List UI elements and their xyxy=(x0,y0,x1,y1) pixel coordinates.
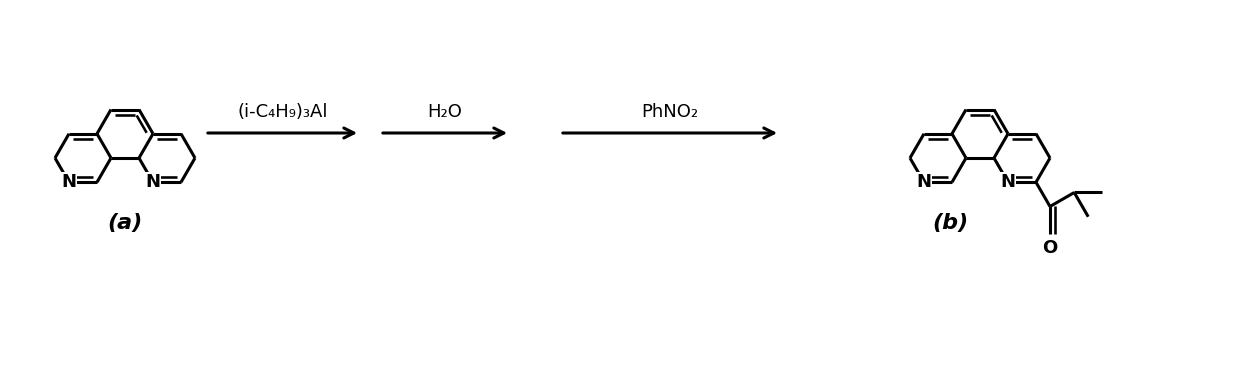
Text: (i-C₄H₉)₃Al: (i-C₄H₉)₃Al xyxy=(237,103,328,121)
Text: PhNO₂: PhNO₂ xyxy=(642,103,699,121)
Text: N: N xyxy=(145,173,161,191)
Text: H₂O: H₂O xyxy=(427,103,462,121)
Text: N: N xyxy=(917,173,932,191)
Text: (b): (b) xyxy=(932,213,968,233)
Text: O: O xyxy=(1042,240,1058,258)
Text: N: N xyxy=(62,173,77,191)
Text: N: N xyxy=(1001,173,1016,191)
Text: (a): (a) xyxy=(108,213,142,233)
